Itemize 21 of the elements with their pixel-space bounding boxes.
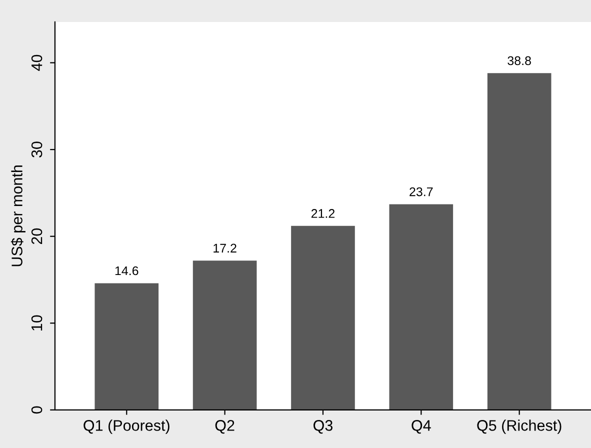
x-tick-label: Q1 (Poorest) [84, 420, 170, 434]
x-tick-label: Q5 (Richest) [477, 420, 562, 434]
x-tick-label: Q2 [215, 420, 234, 434]
bar [192, 260, 257, 410]
bar [389, 204, 454, 410]
y-tick-label: 10 [31, 315, 42, 330]
y-tick-label: 30 [31, 142, 42, 158]
data-label: 14.6 [115, 266, 138, 276]
data-label: 38.8 [508, 56, 531, 66]
y-tick-label: 0 [31, 406, 42, 414]
bar [487, 73, 552, 410]
x-tick-label: Q4 [412, 420, 431, 434]
x-tick-label: Q3 [314, 420, 332, 434]
data-label: 17.2 [214, 244, 236, 252]
bar [291, 226, 355, 410]
y-tick-label: 20 [31, 228, 42, 244]
y-tick-label: 40 [31, 54, 42, 71]
bar [94, 283, 159, 410]
data-label: 23.7 [410, 187, 433, 196]
y-axis-title: US$ per month [10, 166, 26, 266]
data-label: 21.2 [311, 209, 335, 218]
